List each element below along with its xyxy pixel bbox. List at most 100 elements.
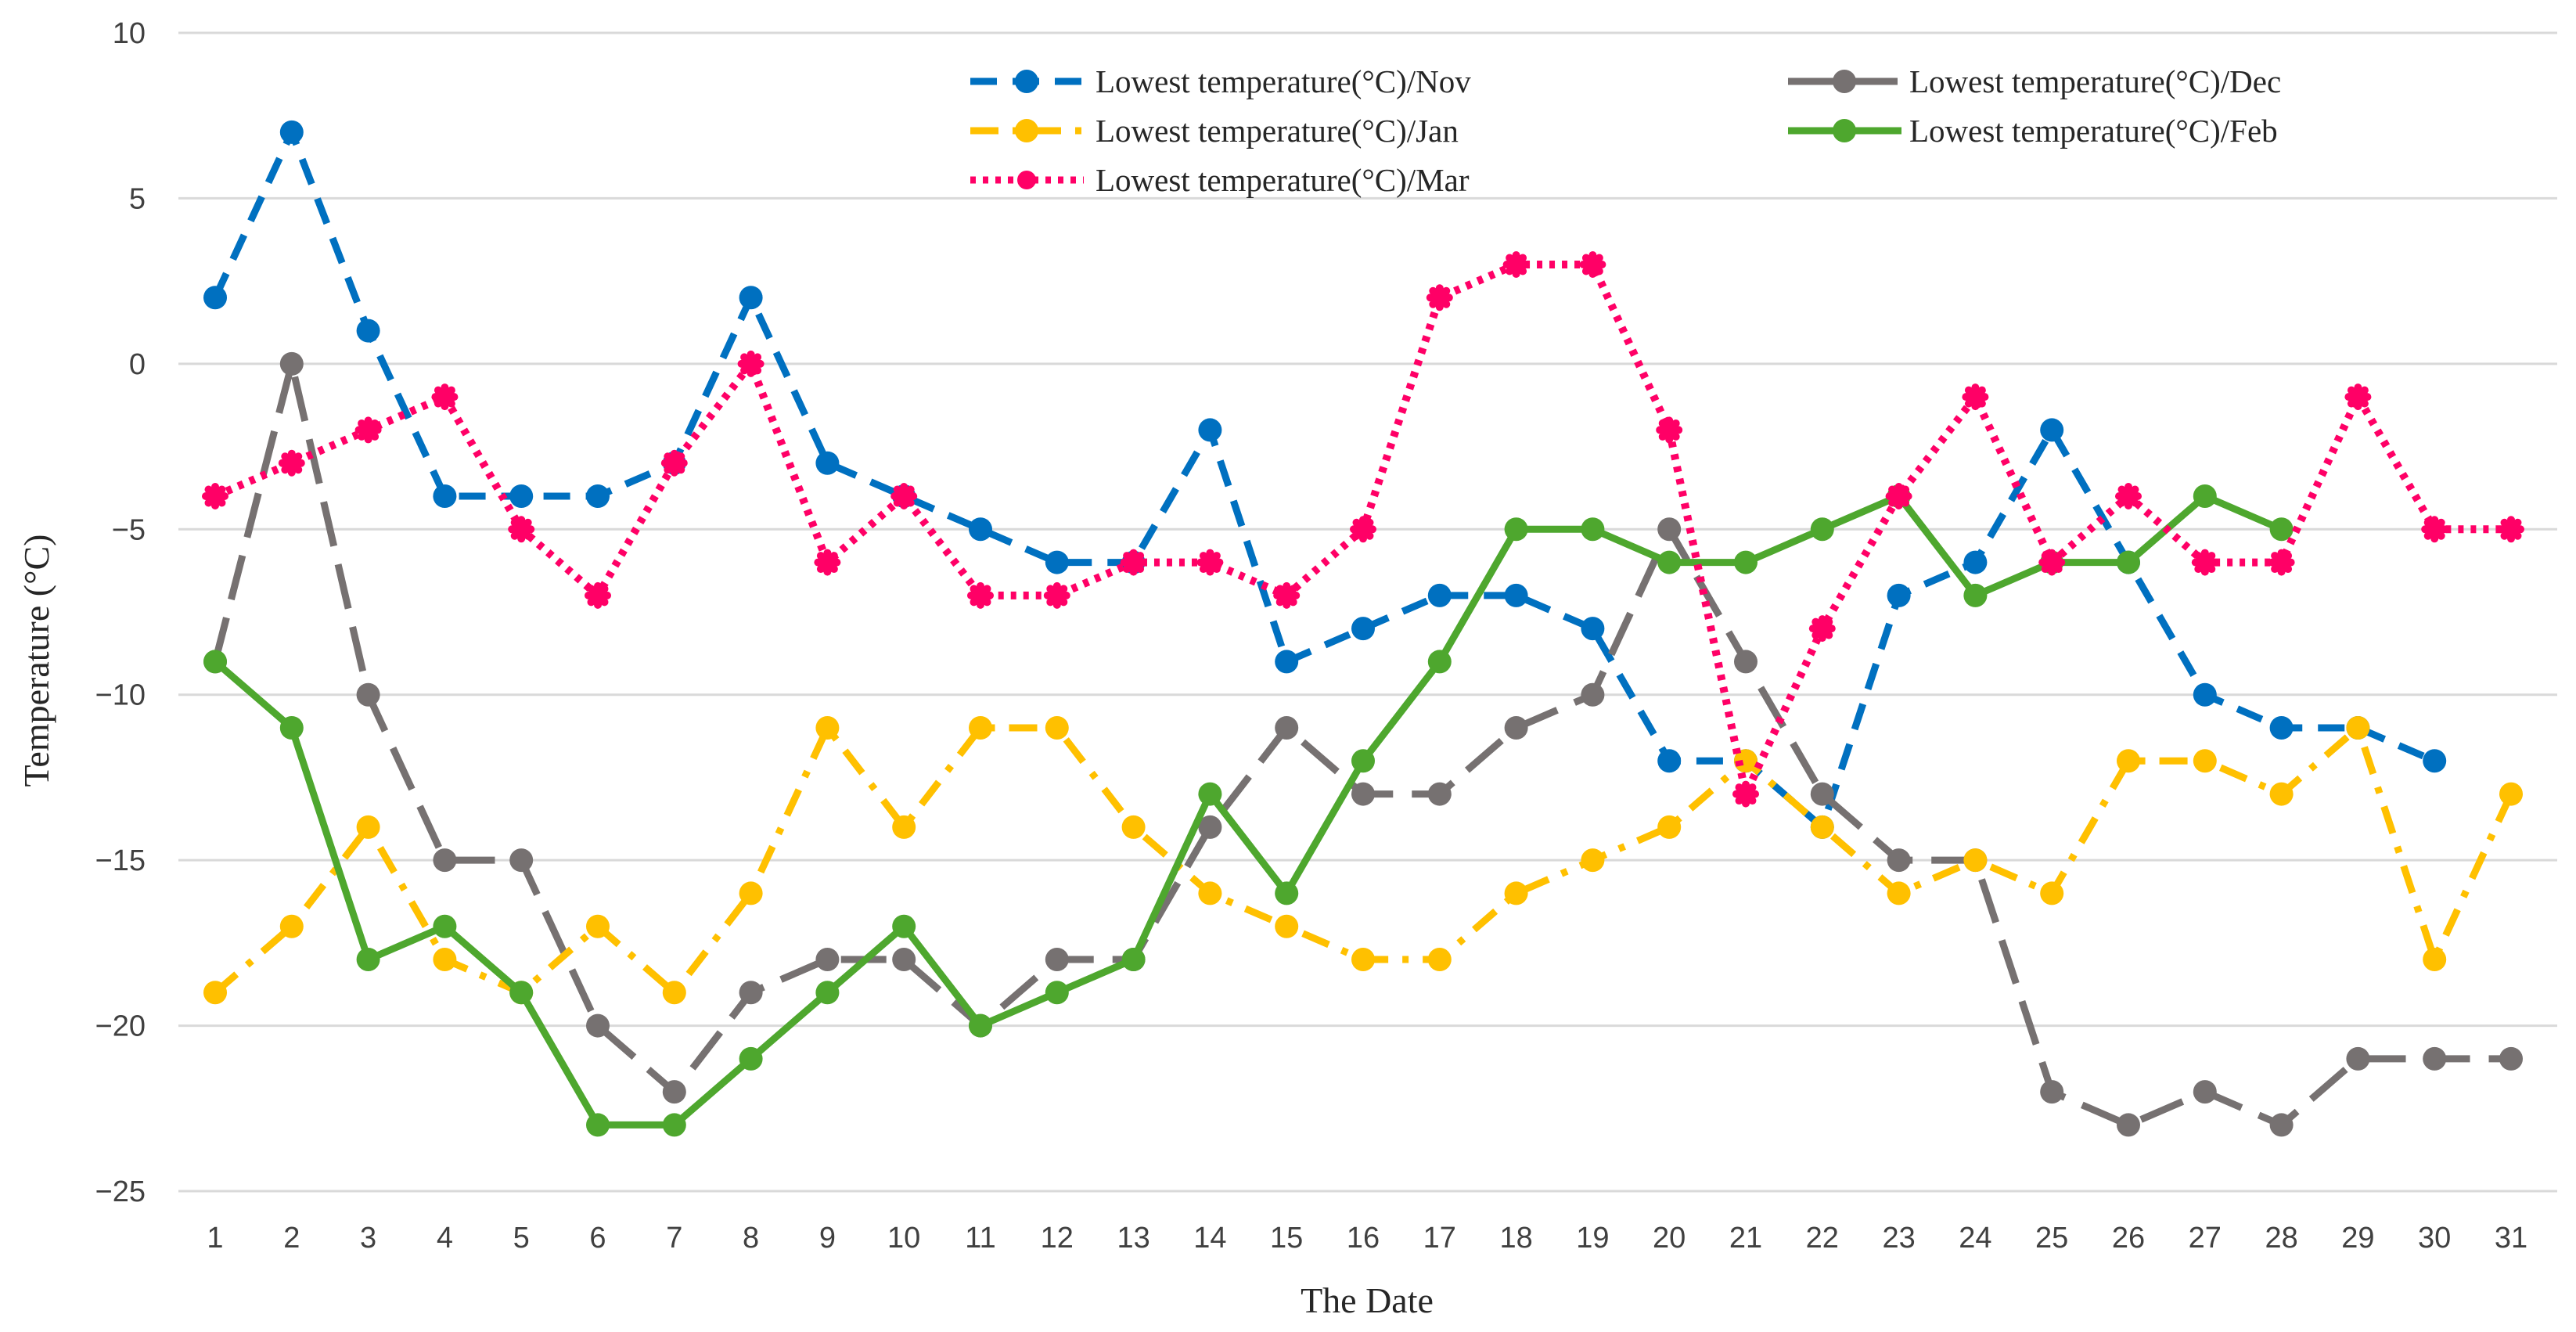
data-point-spike <box>2054 565 2063 574</box>
data-point-spike <box>1977 399 1986 408</box>
data-point-spike <box>371 419 380 427</box>
data-point <box>1810 517 1834 542</box>
y-axis-title: Temperature (°C) <box>16 535 56 787</box>
data-point-spike <box>2194 552 2203 560</box>
data-point-spike <box>2277 567 2286 576</box>
legend-marker <box>1833 70 1856 93</box>
data-point-spike <box>679 459 688 467</box>
data-point <box>1504 517 1528 542</box>
x-tick-label: 19 <box>1576 1222 1609 1255</box>
x-tick-label: 11 <box>965 1222 995 1255</box>
data-point-spike <box>2054 552 2063 560</box>
data-point-spike <box>1888 499 1897 507</box>
data-point-spike <box>1658 419 1667 427</box>
data-point <box>2193 749 2217 773</box>
data-point-spike <box>2423 531 2432 540</box>
y-tick-label: 10 <box>113 17 146 50</box>
x-tick-label: 1 <box>207 1222 223 1255</box>
data-point <box>969 1013 992 1038</box>
data-point-spike <box>510 518 519 527</box>
series <box>203 716 2523 1005</box>
data-point <box>203 286 227 310</box>
data-point <box>356 948 380 971</box>
data-point-spike <box>1732 790 1740 798</box>
data-point <box>1963 550 1988 574</box>
data-point-spike <box>1043 591 1052 599</box>
data-point-spike <box>441 383 449 392</box>
data-point-spike <box>829 552 838 560</box>
data-point-spike <box>670 449 678 458</box>
data-point-spike <box>1123 565 1131 574</box>
data-point-spike <box>221 492 228 500</box>
data-point <box>739 286 763 310</box>
data-point-spike <box>364 435 372 444</box>
data-point-spike <box>1971 383 1980 392</box>
data-point-spike <box>2210 558 2218 567</box>
series-line <box>211 128 2436 831</box>
data-point-spike <box>1359 535 1367 543</box>
data-point-spike <box>1046 585 1055 593</box>
data-point <box>433 484 457 508</box>
data-point <box>433 948 457 971</box>
data-point-spike <box>517 535 526 543</box>
legend-label: Lowest temperature(°C)/Feb <box>1909 113 2278 149</box>
data-point <box>509 981 534 1005</box>
data-point <box>1045 981 1069 1005</box>
data-point <box>1581 848 1605 873</box>
data-point-spike <box>1894 483 1903 491</box>
data-point-spike <box>587 585 595 593</box>
data-point-spike <box>754 353 762 362</box>
data-point <box>356 319 380 343</box>
data-point-spike <box>1595 254 1603 262</box>
data-point-spike <box>1671 419 1680 427</box>
data-point-spike <box>587 598 595 607</box>
data-point-spike <box>1964 386 1973 394</box>
data-point <box>1351 617 1375 641</box>
data-point-spike <box>823 567 832 576</box>
data-point-spike <box>1283 600 1291 609</box>
data-point-spike <box>2507 516 2515 524</box>
data-point <box>1121 948 1146 971</box>
x-tick-label: 16 <box>1347 1222 1380 1255</box>
data-point <box>662 1080 686 1104</box>
data-point-spike <box>447 399 455 408</box>
legend-marker <box>1017 171 1036 189</box>
data-point-spike <box>431 393 440 401</box>
x-tick-label: 26 <box>2112 1222 2145 1255</box>
x-tick-label: 8 <box>743 1222 759 1255</box>
data-point-spike <box>523 518 532 527</box>
data-point <box>1810 815 1834 839</box>
data-point <box>279 914 304 938</box>
data-point <box>1504 583 1528 607</box>
data-point-spike <box>1506 254 1514 262</box>
data-point-spike <box>1435 303 1444 311</box>
data-point-spike <box>1350 525 1358 534</box>
data-point-spike <box>1904 492 1912 500</box>
data-point <box>2040 418 2064 442</box>
data-point-spike <box>1665 435 1674 444</box>
data-point-spike <box>585 591 592 599</box>
y-tick-label: −25 <box>95 1175 146 1208</box>
data-point <box>739 981 763 1005</box>
data-point <box>1045 948 1069 971</box>
data-point <box>1963 583 1988 607</box>
data-point-spike <box>1808 625 1817 633</box>
data-point <box>1045 550 1069 574</box>
data-point-spike <box>2194 565 2203 574</box>
data-point <box>586 1113 610 1137</box>
data-point-spike <box>977 581 984 590</box>
data-point-spike <box>1120 558 1128 567</box>
x-tick-label: 29 <box>2341 1222 2374 1255</box>
data-point <box>815 716 840 740</box>
data-point-spike <box>2344 393 2353 401</box>
data-point-spike <box>816 552 825 560</box>
data-point <box>1045 716 1069 740</box>
data-point <box>203 650 227 674</box>
data-point <box>1887 848 1911 873</box>
data-point-spike <box>2057 558 2066 567</box>
x-tick-label: 12 <box>1041 1222 1074 1255</box>
data-point-spike <box>1964 399 1973 408</box>
data-point-spike <box>1811 631 1820 639</box>
data-point <box>739 1046 763 1071</box>
legend-label: Lowest temperature(°C)/Nov <box>1096 63 1471 99</box>
